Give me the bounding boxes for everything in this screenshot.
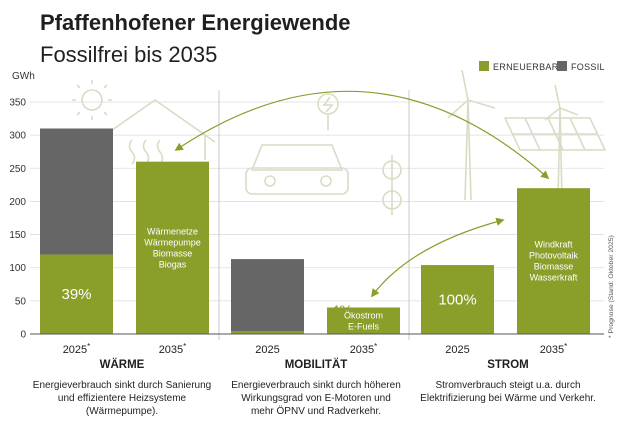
x-tick-label: 2025 [255,344,279,356]
sun-icon [72,80,112,120]
footnote: * Prognose (Stand: Oktober 2025) [608,235,615,338]
bar-group-mobilitaet-2025: 4% [231,259,353,334]
bar-fossil [231,259,304,332]
heat-waves-icon [128,139,164,165]
x-tick-label: 2025* [63,342,91,356]
page-subtitle: Fossilfrei bis 2035 [40,42,217,67]
bar-renewable [231,331,304,334]
section-description-line: und effizientere Heizsysteme [58,393,187,404]
y-tick-label: 50 [15,296,27,307]
bar-note-line: Ökostrom [344,310,383,320]
bar-note-line: Biogas [159,259,187,269]
bar-note-line: Photovoltaik [529,251,579,261]
y-tick-label: 300 [9,131,26,142]
legend-label-renewable: ERNEUERBAR [493,62,559,72]
legend-label-fossil: FOSSIL [571,62,605,72]
transfer-arrow-waerme-strom [174,90,550,180]
legend: ERNEUERBAR FOSSIL [479,61,605,72]
y-tick-label: 350 [9,98,26,109]
car-icon [245,144,349,195]
y-tick-label: 0 [20,330,26,341]
bar-note-line: E-Fuels [348,321,380,331]
legend-swatch-fossil [557,61,567,71]
bar-renewable [40,254,113,334]
y-axis-ticks: 0 50 100 150 200 250 300 350 [9,98,26,341]
y-tick-label: 250 [9,164,26,175]
transfer-arrow-mobilitaet-strom [370,217,505,298]
section-description-line: Stromverbrauch steigt u.a. durch [435,380,580,391]
x-tick-label: 2035* [159,342,187,356]
bar-percent-label: 100% [438,292,476,309]
y-axis-unit: GWh [12,71,35,82]
x-tick-label: 2035* [540,342,568,356]
bar-note-line: Wasserkraft [530,273,578,283]
x-axis-labels: 2025* 2035* 2025 2035* 2025 2035* [63,342,568,356]
bar-fossil [40,128,113,255]
x-tick-label: 2035* [350,342,378,356]
bar-renewable [327,307,400,334]
x-tick-label: 2025 [445,344,469,356]
bar-group-strom-2025: 100% [421,265,494,334]
section-title: WÄRME [100,358,145,371]
y-tick-label: 150 [9,230,26,241]
section-strom: STROM Stromverbrauch steigt u.a. durch E… [420,359,596,404]
bar-group-waerme-2025: 39% [40,128,113,334]
bicycle-icon [382,155,402,215]
wind-turbine-icon [447,69,579,201]
section-description-line: Energieverbrauch sinkt durch Sanierung [33,380,211,391]
legend-swatch-renewable [479,61,489,71]
bars: 39%WärmenetzeWärmepumpeBiomasseBiogas4%Ö… [40,128,590,334]
y-tick-label: 200 [9,197,26,208]
bar-note-line: Windkraft [534,240,573,250]
section-title: MOBILITÄT [285,358,348,371]
bar-note-line: Biomasse [153,248,193,258]
section-title: STROM [487,359,529,371]
section-description-line: mehr ÖPNV und Radverkehr. [251,405,381,417]
section-mobilitaet: MOBILITÄT Energieverbrauch sinkt durch h… [231,358,401,417]
charging-plug-icon [317,93,339,130]
section-description-line: Elektrifizierung bei Wärme und Verkehr. [420,393,596,404]
bar-percent-label: 39% [61,286,91,303]
section-waerme: WÄRME Energieverbrauch sinkt durch Sanie… [33,358,211,417]
section-description-line: Energieverbrauch sinkt durch höheren [231,380,401,391]
page-title: Pfaffenhofener Energiewende [40,10,351,35]
section-description-line: Wirkungsgrad von E-Motoren und [241,393,391,404]
bar-note-line: Wärmenetze [147,226,198,236]
section-description-line: (Wärmepumpe). [86,406,158,417]
bar-note-line: Wärmepumpe [144,237,201,247]
solar-panel-icon [503,117,607,151]
bar-renewable [517,188,590,334]
y-tick-label: 100 [9,263,26,274]
bar-renewable [136,161,209,334]
bar-note-line: Biomasse [534,262,574,272]
